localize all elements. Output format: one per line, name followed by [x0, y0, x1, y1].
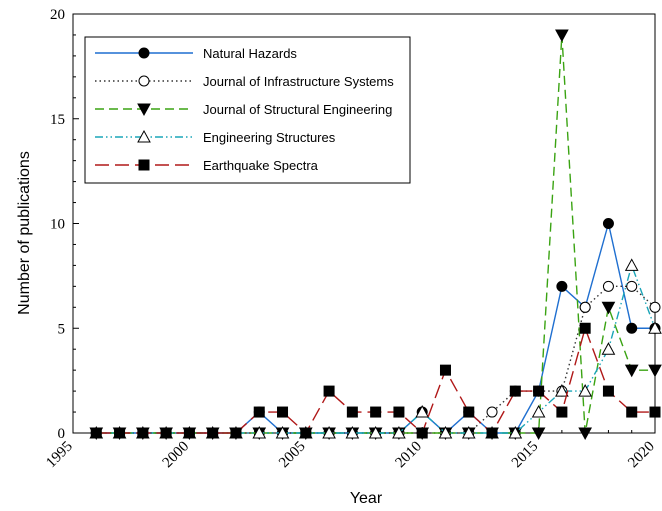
- legend-label: Journal of Infrastructure Systems: [203, 74, 394, 89]
- legend-label: Journal of Structural Engineering: [203, 102, 392, 117]
- data-point: [438, 425, 453, 439]
- data-point: [183, 427, 195, 439]
- data-point: [114, 427, 126, 439]
- legend-item: Journal of Structural Engineering: [95, 102, 392, 117]
- data-point: [370, 406, 382, 418]
- data-point: [486, 406, 498, 418]
- x-axis-title: Year: [350, 490, 383, 507]
- data-point: [439, 364, 451, 376]
- x-tick-label: 2005: [276, 439, 309, 472]
- data-point: [556, 406, 568, 418]
- y-tick-label: 20: [50, 7, 65, 23]
- data-point: [137, 427, 149, 439]
- data-point: [579, 322, 591, 334]
- data-point: [601, 342, 616, 355]
- data-point: [578, 427, 593, 441]
- data-point: [602, 280, 614, 292]
- data-point: [368, 425, 383, 439]
- data-point: [486, 427, 498, 439]
- data-point: [602, 218, 614, 229]
- data-point: [346, 406, 358, 418]
- x-tick-label: 2015: [509, 439, 542, 472]
- data-point: [624, 364, 639, 378]
- y-tick-label: 0: [58, 426, 66, 442]
- legend-item: Earthquake Spectra: [95, 158, 319, 173]
- legend-item: Journal of Infrastructure Systems: [95, 74, 394, 89]
- x-tick-label: 1995: [43, 439, 76, 472]
- data-point: [626, 322, 638, 334]
- data-point: [252, 425, 267, 439]
- data-point: [626, 406, 638, 418]
- data-point: [392, 425, 406, 439]
- legend-item: Natural Hazards: [95, 46, 297, 61]
- x-tick-label: 2000: [160, 439, 193, 472]
- y-axis-title: Number of publications: [16, 151, 33, 315]
- data-point: [230, 427, 242, 439]
- legend-label: Engineering Structures: [203, 130, 336, 145]
- data-point: [277, 406, 289, 418]
- y-tick-label: 10: [50, 217, 65, 233]
- data-point: [90, 427, 102, 439]
- series-line: [96, 223, 655, 434]
- data-point: [323, 385, 335, 397]
- data-point: [345, 425, 360, 439]
- data-point: [253, 406, 265, 418]
- data-point: [578, 384, 593, 397]
- data-point: [601, 301, 616, 315]
- y-tick-label: 5: [58, 321, 66, 337]
- data-point: [649, 406, 661, 418]
- data-point: [556, 280, 568, 292]
- data-point: [300, 427, 312, 439]
- data-point: [415, 405, 430, 418]
- y-tick-label: 15: [50, 112, 65, 128]
- data-point: [137, 103, 151, 117]
- data-point: [137, 129, 151, 143]
- data-point: [579, 301, 591, 313]
- legend-box: [84, 36, 411, 184]
- data-point: [416, 427, 428, 439]
- x-tick-label: 2020: [625, 439, 658, 472]
- data-point: [555, 29, 569, 42]
- data-point: [531, 405, 546, 418]
- data-point: [555, 384, 569, 397]
- series-layer: [89, 29, 662, 441]
- data-point: [393, 406, 405, 418]
- data-point: [275, 425, 290, 439]
- data-point: [463, 406, 475, 418]
- data-point: [138, 159, 150, 171]
- series-earthquake-spectra: [90, 322, 661, 439]
- x-tick-label: 2010: [393, 439, 426, 472]
- data-point: [626, 280, 638, 292]
- legend-label: Natural Hazards: [203, 46, 297, 61]
- legend-item: Engineering Structures: [95, 129, 336, 145]
- data-point: [624, 258, 639, 271]
- data-point: [207, 427, 219, 439]
- legend-label: Earthquake Spectra: [203, 158, 319, 173]
- data-point: [461, 425, 476, 439]
- data-point: [509, 385, 521, 397]
- data-point: [138, 47, 150, 59]
- data-point: [138, 75, 150, 87]
- data-point: [648, 321, 662, 334]
- data-point: [508, 425, 523, 439]
- data-point: [533, 385, 545, 397]
- data-point: [649, 301, 661, 313]
- data-point: [648, 364, 662, 378]
- data-point: [322, 425, 336, 439]
- data-point: [160, 427, 172, 439]
- data-point: [602, 385, 614, 397]
- legend: Natural Hazards Journal of Infrastructure…: [84, 36, 411, 184]
- data-point: [531, 427, 546, 441]
